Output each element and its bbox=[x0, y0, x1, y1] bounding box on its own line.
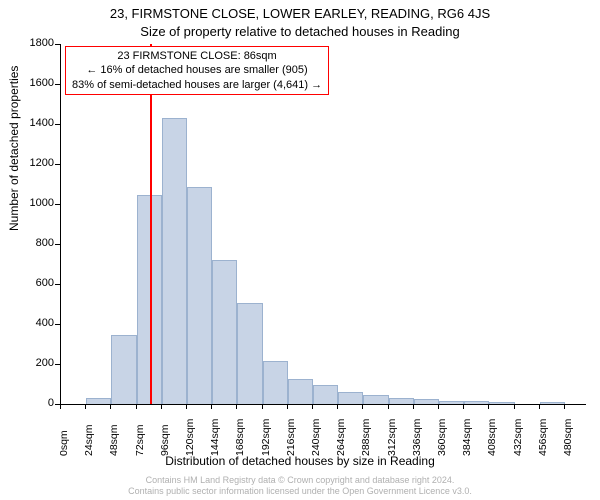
annotation-line: ← 16% of detached houses are smaller (90… bbox=[72, 63, 322, 77]
bar bbox=[237, 303, 262, 404]
y-tick bbox=[55, 364, 60, 365]
y-tick bbox=[55, 284, 60, 285]
bar bbox=[489, 402, 514, 404]
bar bbox=[212, 260, 237, 404]
x-tick bbox=[262, 404, 263, 409]
x-tick bbox=[463, 404, 464, 409]
y-tick-label: 1600 bbox=[14, 77, 54, 89]
x-tick-label: 72sqm bbox=[134, 424, 146, 456]
x-tick-label: 384sqm bbox=[461, 419, 473, 456]
x-tick bbox=[236, 404, 237, 409]
x-tick bbox=[110, 404, 111, 409]
x-tick bbox=[186, 404, 187, 409]
annotation-line: 23 FIRMSTONE CLOSE: 86sqm bbox=[72, 49, 322, 63]
bar bbox=[288, 379, 313, 404]
y-tick bbox=[55, 84, 60, 85]
x-axis-label: Distribution of detached houses by size … bbox=[0, 454, 600, 468]
x-tick bbox=[438, 404, 439, 409]
y-tick-label: 400 bbox=[14, 317, 54, 329]
y-tick-label: 1800 bbox=[14, 37, 54, 49]
x-tick-label: 216sqm bbox=[285, 419, 297, 456]
x-tick-label: 144sqm bbox=[209, 419, 221, 456]
x-tick bbox=[362, 404, 363, 409]
x-tick-label: 312sqm bbox=[386, 419, 398, 456]
plot-area bbox=[60, 44, 586, 405]
x-tick-label: 432sqm bbox=[512, 419, 524, 456]
x-tick bbox=[539, 404, 540, 409]
x-tick-label: 480sqm bbox=[562, 419, 574, 456]
y-tick bbox=[55, 164, 60, 165]
footer-line: Contains public sector information licen… bbox=[0, 486, 600, 496]
chart-subtitle: Size of property relative to detached ho… bbox=[0, 24, 600, 39]
bar bbox=[162, 118, 187, 404]
footer: Contains HM Land Registry data © Crown c… bbox=[0, 475, 600, 496]
bar bbox=[414, 399, 439, 404]
footer-line: Contains HM Land Registry data © Crown c… bbox=[0, 475, 600, 485]
x-tick bbox=[564, 404, 565, 409]
bar bbox=[338, 392, 363, 404]
x-tick-label: 240sqm bbox=[310, 419, 322, 456]
chart-title: 23, FIRMSTONE CLOSE, LOWER EARLEY, READI… bbox=[0, 6, 600, 21]
y-tick-label: 0 bbox=[14, 397, 54, 409]
x-tick bbox=[60, 404, 61, 409]
x-tick-label: 360sqm bbox=[436, 419, 448, 456]
x-tick bbox=[388, 404, 389, 409]
x-tick bbox=[136, 404, 137, 409]
x-tick-label: 0sqm bbox=[58, 430, 70, 456]
x-tick-label: 48sqm bbox=[108, 424, 120, 456]
y-tick bbox=[55, 324, 60, 325]
x-tick bbox=[337, 404, 338, 409]
x-tick bbox=[312, 404, 313, 409]
y-tick-label: 600 bbox=[14, 277, 54, 289]
y-tick-label: 800 bbox=[14, 237, 54, 249]
x-tick bbox=[413, 404, 414, 409]
x-tick bbox=[85, 404, 86, 409]
bar bbox=[263, 361, 288, 404]
annotation-box: 23 FIRMSTONE CLOSE: 86sqm ← 16% of detac… bbox=[65, 46, 329, 95]
y-tick bbox=[55, 44, 60, 45]
y-tick bbox=[55, 124, 60, 125]
x-tick-label: 336sqm bbox=[411, 419, 423, 456]
bar bbox=[363, 395, 388, 404]
x-tick-label: 456sqm bbox=[537, 419, 549, 456]
x-tick-label: 24sqm bbox=[83, 424, 95, 456]
bar bbox=[540, 402, 565, 404]
reference-line bbox=[150, 44, 152, 404]
bar bbox=[464, 401, 489, 404]
y-tick bbox=[55, 204, 60, 205]
x-tick bbox=[161, 404, 162, 409]
x-tick-label: 408sqm bbox=[486, 419, 498, 456]
bar bbox=[86, 398, 111, 404]
y-tick-label: 200 bbox=[14, 357, 54, 369]
bar bbox=[137, 195, 162, 404]
bar bbox=[439, 401, 464, 404]
bar bbox=[111, 335, 136, 404]
x-tick-label: 96sqm bbox=[159, 424, 171, 456]
x-tick-label: 168sqm bbox=[234, 419, 246, 456]
y-tick-label: 1400 bbox=[14, 117, 54, 129]
x-tick-label: 264sqm bbox=[335, 419, 347, 456]
x-tick bbox=[287, 404, 288, 409]
bar bbox=[389, 398, 414, 404]
bar bbox=[187, 187, 212, 404]
y-tick-label: 1200 bbox=[14, 157, 54, 169]
x-tick bbox=[514, 404, 515, 409]
chart-container: 23, FIRMSTONE CLOSE, LOWER EARLEY, READI… bbox=[0, 0, 600, 500]
x-tick bbox=[488, 404, 489, 409]
bar bbox=[313, 385, 338, 404]
y-tick-label: 1000 bbox=[14, 197, 54, 209]
x-tick bbox=[211, 404, 212, 409]
y-tick bbox=[55, 244, 60, 245]
annotation-line: 83% of semi-detached houses are larger (… bbox=[72, 78, 322, 92]
x-tick-label: 120sqm bbox=[184, 419, 196, 456]
x-tick-label: 288sqm bbox=[360, 419, 372, 456]
x-tick-label: 192sqm bbox=[260, 419, 272, 456]
